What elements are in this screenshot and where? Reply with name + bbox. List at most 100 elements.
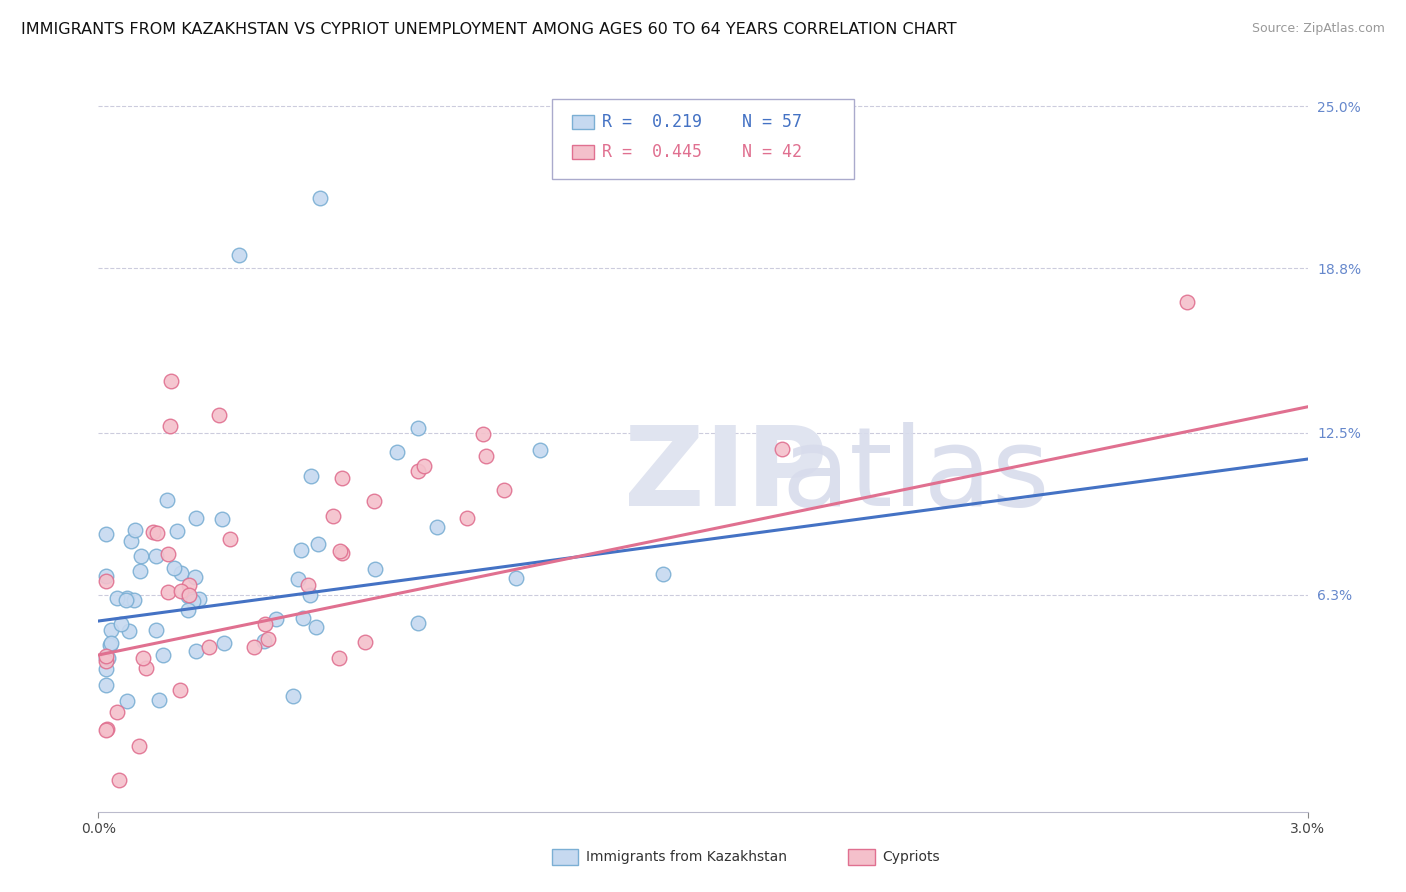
Point	[770, 442, 793, 456]
Point	[124, 523, 146, 537]
Point	[145, 526, 167, 541]
Point	[208, 408, 231, 422]
Point	[157, 585, 180, 599]
Point	[96, 723, 118, 737]
Point	[309, 191, 332, 205]
Point	[96, 574, 118, 589]
Text: Immigrants from Kazakhstan: Immigrants from Kazakhstan	[586, 850, 787, 864]
Point	[159, 418, 181, 433]
Point	[305, 620, 328, 634]
Point	[297, 578, 319, 592]
Point	[492, 483, 515, 497]
Point	[177, 589, 200, 603]
Point	[475, 450, 498, 464]
Point	[330, 470, 353, 484]
Text: R =  0.445    N = 42: R = 0.445 N = 42	[602, 143, 801, 161]
Text: atlas: atlas	[782, 422, 1050, 529]
Point	[283, 690, 305, 704]
Point	[426, 520, 449, 534]
Point	[328, 651, 350, 665]
Point	[170, 566, 193, 581]
Point	[184, 511, 207, 525]
Point	[129, 549, 152, 564]
Point	[287, 572, 309, 586]
Point	[105, 591, 128, 606]
Point	[115, 591, 138, 605]
Point	[156, 492, 179, 507]
Point	[256, 632, 278, 646]
Point	[253, 617, 276, 632]
Point	[364, 562, 387, 576]
Point	[117, 693, 139, 707]
Text: Cypriots: Cypriots	[882, 850, 939, 864]
Point	[96, 654, 118, 668]
Point	[177, 578, 200, 592]
Point	[152, 648, 174, 663]
Point	[145, 549, 167, 563]
Bar	[551, 849, 578, 865]
Point	[96, 677, 118, 691]
Point	[505, 571, 527, 585]
Point	[298, 589, 321, 603]
Point	[128, 739, 150, 754]
Point	[212, 635, 235, 649]
Point	[96, 662, 118, 676]
Point	[184, 570, 207, 584]
Point	[118, 624, 141, 639]
Point	[163, 561, 186, 575]
Point	[98, 638, 121, 652]
Text: IMMIGRANTS FROM KAZAKHSTAN VS CYPRIOT UNEMPLOYMENT AMONG AGES 60 TO 64 YEARS COR: IMMIGRANTS FROM KAZAKHSTAN VS CYPRIOT UN…	[21, 22, 956, 37]
Point	[353, 635, 375, 649]
Point	[406, 420, 429, 434]
Point	[120, 534, 142, 549]
Point	[177, 603, 200, 617]
Text: ZIP: ZIP	[624, 422, 828, 529]
Point	[96, 569, 118, 583]
Point	[299, 468, 322, 483]
Point	[160, 374, 183, 388]
Point	[186, 644, 208, 658]
Point	[142, 524, 165, 539]
Point	[166, 524, 188, 538]
Point	[169, 683, 191, 698]
Point	[198, 640, 221, 654]
Point	[472, 427, 495, 442]
Point	[322, 508, 344, 523]
Point	[529, 443, 551, 458]
Point	[129, 564, 152, 578]
Bar	[572, 145, 593, 159]
Point	[105, 705, 128, 719]
Point	[96, 723, 118, 737]
Point	[96, 651, 118, 665]
Point	[107, 773, 129, 788]
Point	[132, 651, 155, 665]
Point	[100, 624, 122, 638]
Point	[406, 616, 429, 631]
Point	[307, 537, 329, 551]
Point	[408, 463, 430, 477]
Bar	[572, 115, 593, 129]
Bar	[848, 849, 875, 865]
Point	[181, 594, 204, 608]
Point	[100, 636, 122, 650]
Point	[96, 648, 118, 663]
Point	[145, 623, 167, 637]
Point	[96, 527, 118, 541]
Point	[385, 445, 408, 459]
Point	[253, 634, 276, 648]
Point	[290, 542, 312, 557]
Point	[157, 547, 180, 561]
Point	[177, 589, 200, 603]
Point	[329, 544, 352, 558]
Point	[219, 533, 242, 547]
Text: Source: ZipAtlas.com: Source: ZipAtlas.com	[1251, 22, 1385, 36]
Point	[330, 545, 353, 559]
Point	[412, 458, 434, 473]
Point	[292, 610, 315, 624]
Point	[170, 583, 193, 598]
Point	[211, 511, 233, 525]
Point	[652, 567, 675, 582]
Point	[115, 592, 138, 607]
Point	[148, 693, 170, 707]
Point	[242, 640, 264, 654]
